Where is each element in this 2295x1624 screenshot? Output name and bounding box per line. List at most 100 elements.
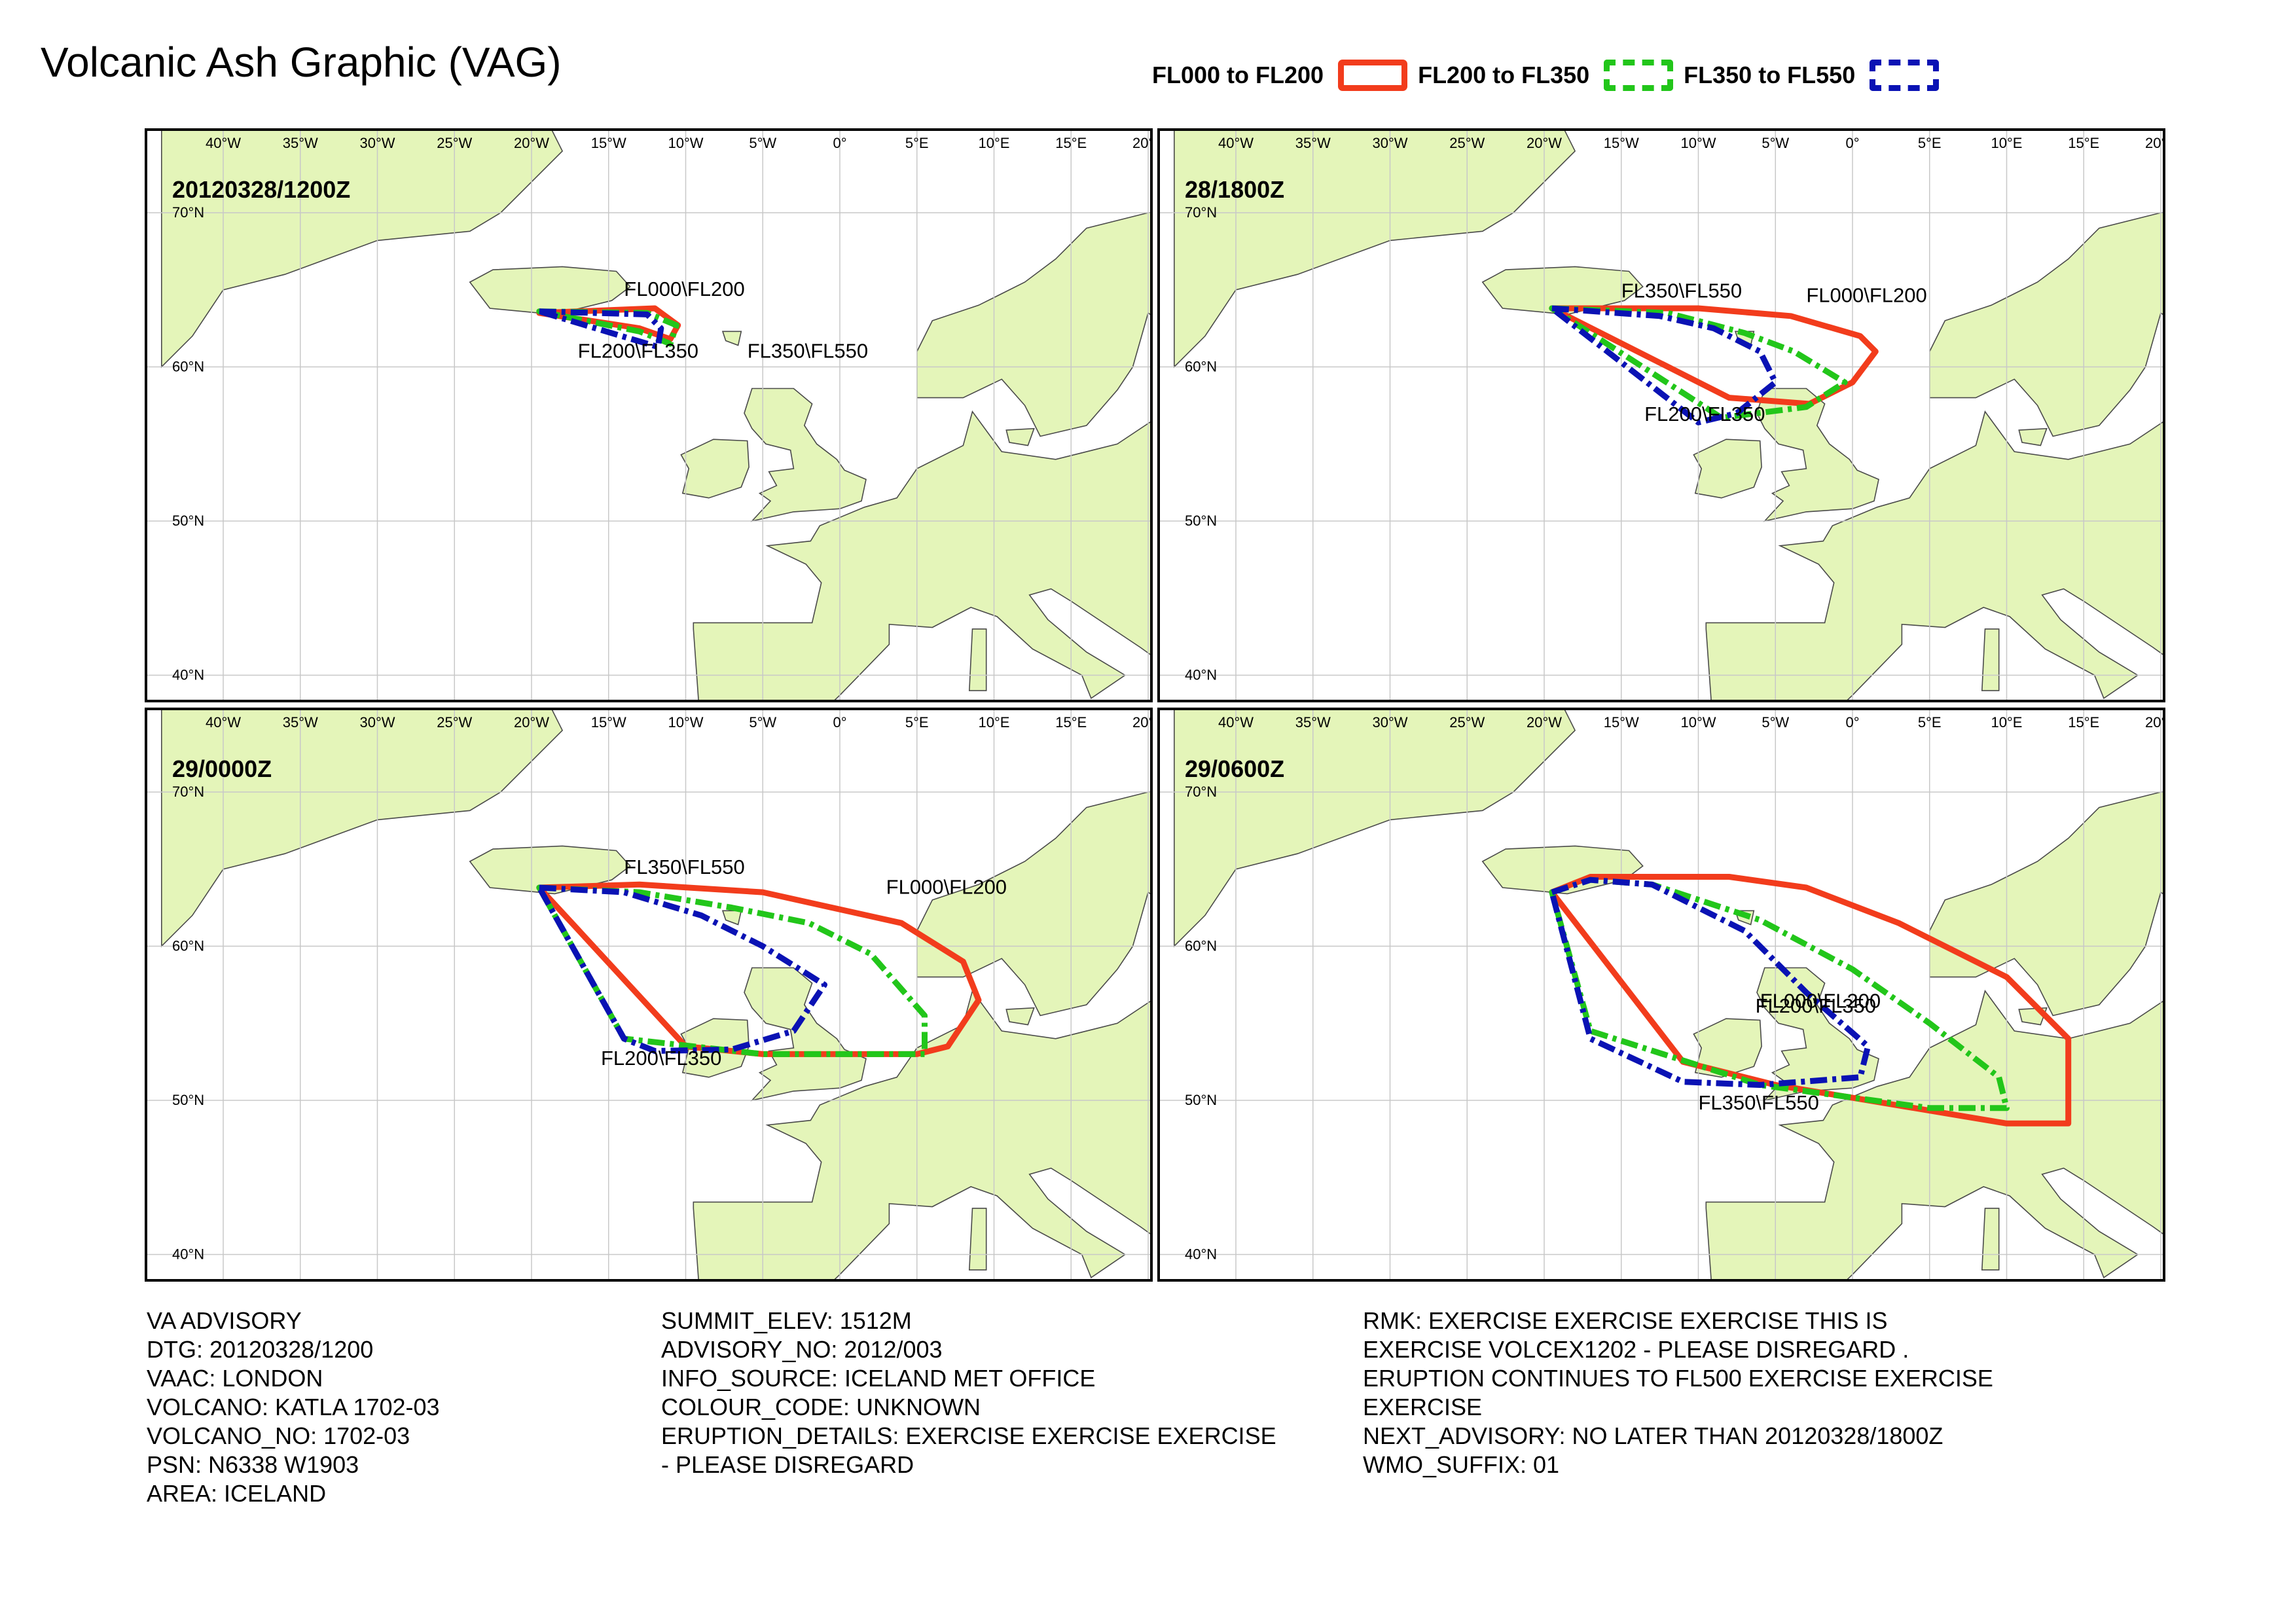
land-mass (1981, 1208, 2000, 1271)
ash-layer-label: FL200\FL350 (601, 1047, 721, 1070)
ash-layer-label: FL200\FL350 (578, 339, 698, 362)
land-mass (916, 791, 1151, 1017)
lon-tick-label: 5°E (1918, 135, 1942, 151)
lon-tick-label: 10°W (1680, 714, 1716, 731)
lon-tick-label: 20°W (1527, 714, 1562, 731)
advisory-column-2: SUMMIT_ELEV: 1512M ADVISORY_NO: 2012/003… (661, 1307, 1276, 1479)
lat-tick-label: 50°N (172, 1092, 204, 1108)
advisory-line: ERUPTION_DETAILS: EXERCISE EXERCISE EXER… (661, 1422, 1276, 1449)
lat-tick-label: 60°N (172, 359, 204, 375)
land-mass (1929, 791, 2164, 1017)
lon-tick-label: 35°W (1295, 135, 1331, 151)
advisory-line: - PLEASE DISREGARD (661, 1451, 914, 1478)
map-content: 40°W 35°W 30°W 25°W 20°W 15°W 10°W 5°W 0° 5°E 10°E… (146, 130, 1151, 701)
lon-tick-label: 15°W (1604, 135, 1639, 151)
ash-layer-label: FL000\FL200 (1806, 284, 1926, 307)
lon-tick-label: 15°E (2068, 135, 2099, 151)
lon-tick-label: 10°E (1991, 135, 2023, 151)
lon-tick-label: 15°E (1055, 135, 1087, 151)
lon-tick-label: 0° (1845, 135, 1859, 151)
advisory-line: ADVISORY_NO: 2012/003 (661, 1336, 943, 1363)
ash-polygon-fl200-fl350 (536, 884, 928, 1057)
lon-tick-label: 10°W (1680, 135, 1716, 151)
advisory-line: EXERCISE (1363, 1394, 1483, 1420)
legend-swatch-blue (1870, 60, 1940, 91)
ash-polygon-fl200-fl350 (1549, 305, 1848, 421)
advisory-line: EXERCISE VOLCEX1202 - PLEASE DISREGARD . (1363, 1336, 1909, 1363)
advisory-line: RMK: EXERCISE EXERCISE EXERCISE THIS IS (1363, 1307, 1888, 1334)
lon-tick-label: 20°W (514, 135, 549, 151)
map-panel-4: 40°W 35°W 30°W 25°W 20°W 15°W 10°W 5°W 0° 5°E 10°E… (1157, 708, 2167, 1282)
advisory-line: COLOUR_CODE: UNKNOWN (661, 1394, 981, 1420)
lon-tick-label: 10°E (1991, 714, 2023, 731)
lon-tick-label: 0° (833, 714, 846, 731)
lon-tick-label: 15°E (1055, 714, 1087, 731)
ash-polygon-fl200-fl350 (536, 308, 679, 347)
land-mass (1929, 211, 2164, 437)
lon-tick-label: 20°E (1132, 714, 1164, 731)
legend-swatch-red (1338, 60, 1408, 91)
map-content: 40°W 35°W 30°W 25°W 20°W 15°W 10°W 5°W 0° 5°E 10°E… (146, 709, 1164, 1280)
map-panel-2: 40°W 35°W 30°W 25°W 20°W 15°W 10°W 5°W 0° 5°E 10°E… (1157, 128, 2165, 702)
lon-tick-label: 30°W (359, 135, 395, 151)
lon-tick-label: 30°W (359, 714, 395, 731)
lon-tick-label: 5°E (905, 135, 929, 151)
land-mass (1756, 388, 1879, 522)
lon-tick-label: 15°W (1604, 714, 1639, 731)
land-mass (469, 266, 631, 316)
lat-tick-label: 40°N (172, 667, 204, 683)
legend-swatch-green (1604, 60, 1674, 91)
lon-tick-label: 35°W (283, 135, 318, 151)
ash-polygon-fl000-fl200 (536, 305, 681, 342)
advisory-line: WMO_SUFFIX: 01 (1363, 1451, 1560, 1478)
legend-item-fl350-fl550: FL350 to FL550 (1684, 60, 1949, 91)
lon-tick-label: 15°E (2068, 714, 2099, 731)
lon-tick-label: 5°E (1918, 714, 1942, 731)
ash-layer-label: FL350\FL550 (1699, 1091, 1819, 1114)
lon-tick-label: 5°W (1762, 714, 1789, 731)
lon-tick-label: 15°W (591, 714, 626, 731)
ash-polygon-fl350-fl550 (536, 308, 664, 350)
advisory-line: VOLCANO_NO: 1702-03 (147, 1422, 410, 1449)
lat-tick-label: 60°N (1185, 359, 1217, 375)
lon-tick-label: 40°W (1218, 714, 1254, 731)
panel-border (145, 708, 1153, 1282)
lon-tick-label: 15°W (591, 135, 626, 151)
map-panel-1: 40°W 35°W 30°W 25°W 20°W 15°W 10°W 5°W 0° 5°E 10°E… (145, 128, 1153, 702)
lat-tick-label: 50°N (1185, 1092, 1217, 1108)
ash-layer-label: FL200\FL350 (1756, 994, 1876, 1017)
lat-tick-label: 40°N (1185, 1246, 1217, 1263)
panel-time: 29/0600Z (1185, 755, 1284, 782)
ash-layer-label: FL350\FL550 (1621, 280, 1742, 302)
lat-tick-label: 50°N (1185, 513, 1217, 529)
legend-label: FL000 to FL200 (1152, 62, 1324, 88)
land-mass (1756, 967, 1879, 1102)
advisory-line: NEXT_ADVISORY: NO LATER THAN 20120328/18… (1363, 1422, 1943, 1449)
advisory-line: ERUPTION CONTINUES TO FL500 EXERCISE EXE… (1363, 1365, 1993, 1392)
advisory-line: VAAC: LONDON (147, 1365, 323, 1392)
lon-tick-label: 35°W (1295, 714, 1331, 731)
land-mass (680, 439, 750, 499)
lon-tick-label: 0° (1845, 714, 1859, 731)
panel-time: 28/1800Z (1185, 176, 1284, 203)
land-mass (1481, 266, 1644, 316)
advisory-column-3: RMK: EXERCISE EXERCISE EXERCISE THIS IS … (1363, 1307, 1993, 1479)
lon-tick-label: 20°W (1527, 135, 1562, 151)
lat-tick-label: 70°N (172, 204, 204, 221)
lon-tick-label: 30°W (1372, 135, 1407, 151)
advisory-line: AREA: ICELAND (147, 1480, 327, 1507)
lat-tick-label: 70°N (172, 784, 204, 800)
ash-layer-label: FL000\FL200 (1760, 990, 1881, 1013)
advisory-line: PSN: N6338 W1903 (147, 1451, 359, 1478)
lon-tick-label: 20°E (2145, 714, 2167, 731)
lon-tick-label: 30°W (1372, 714, 1407, 731)
lat-tick-label: 70°N (1185, 204, 1217, 221)
panel-border (1157, 128, 2165, 702)
lat-tick-label: 50°N (172, 513, 204, 529)
lon-tick-label: 35°W (283, 714, 318, 731)
land-mass (916, 211, 1151, 437)
lon-tick-label: 25°W (437, 714, 472, 731)
land-mass (1481, 845, 1644, 895)
ash-layer-label: FL200\FL350 (1644, 403, 1765, 425)
map-panel-3: 40°W 35°W 30°W 25°W 20°W 15°W 10°W 5°W 0° 5°E 10°E… (145, 708, 1164, 1282)
